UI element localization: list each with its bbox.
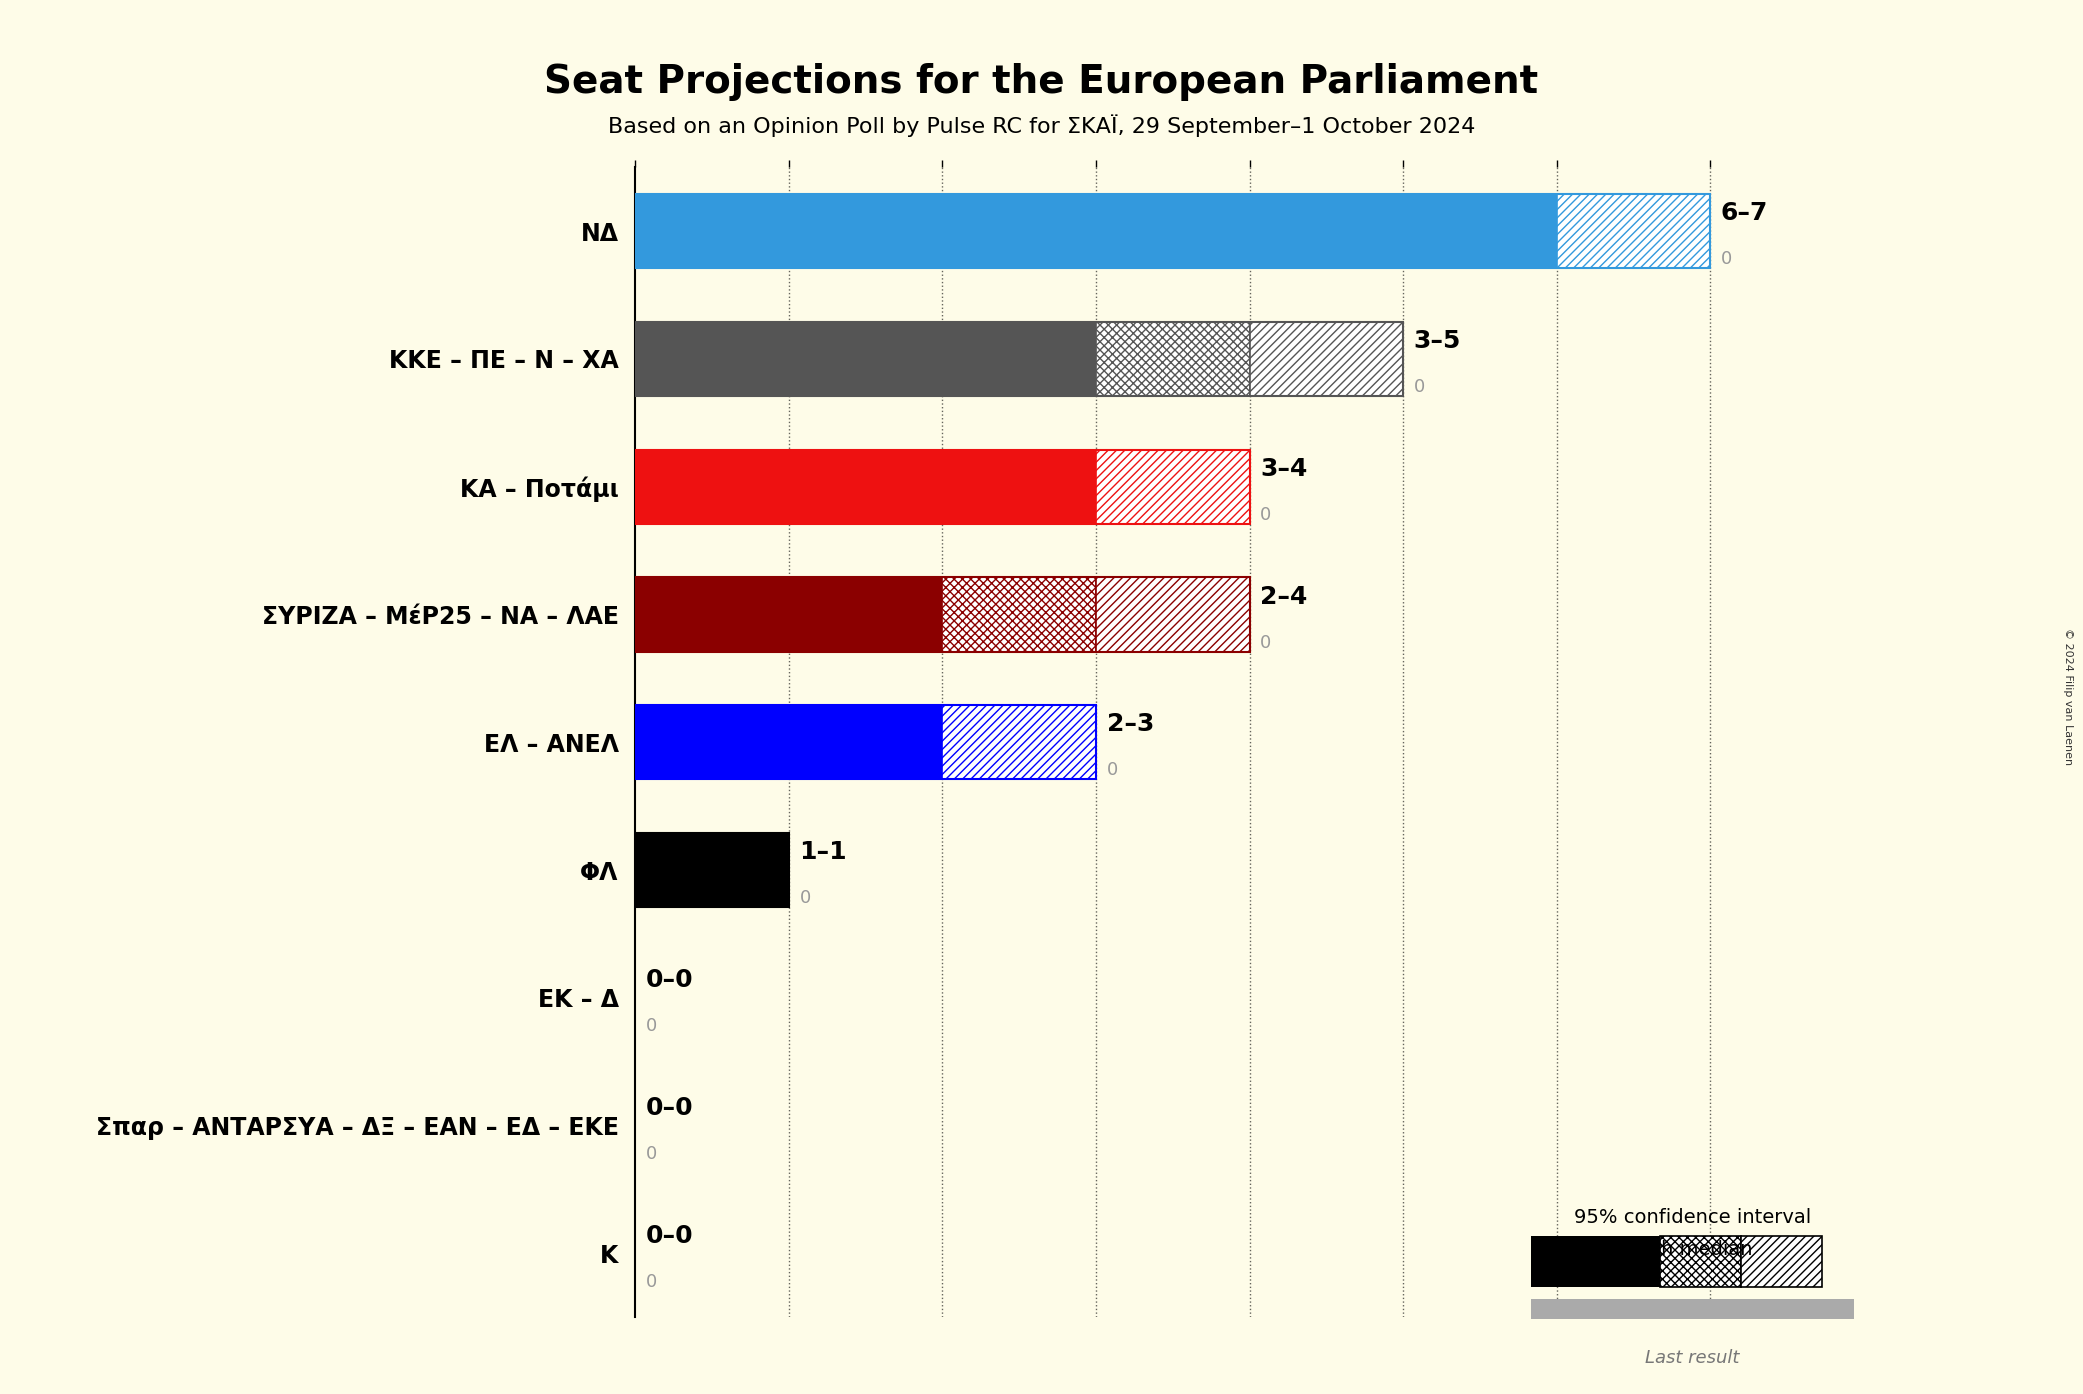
Bar xyxy=(635,705,942,779)
Bar xyxy=(635,450,1096,524)
Text: 0: 0 xyxy=(800,889,810,907)
Bar xyxy=(942,705,1096,779)
Text: 3–5: 3–5 xyxy=(1414,329,1460,353)
Text: 0: 0 xyxy=(646,1273,658,1291)
Text: 0: 0 xyxy=(1721,251,1733,268)
Text: 0: 0 xyxy=(1414,378,1425,396)
Text: 0: 0 xyxy=(646,1018,658,1034)
Text: 6–7: 6–7 xyxy=(1721,201,1768,226)
Text: © 2024 Filip van Laenen: © 2024 Filip van Laenen xyxy=(2062,629,2073,765)
Bar xyxy=(1556,194,1710,268)
Bar xyxy=(1096,322,1250,396)
Bar xyxy=(942,577,1096,651)
Text: with median: with median xyxy=(1633,1239,1752,1259)
Bar xyxy=(1250,322,1404,396)
Bar xyxy=(1660,1236,1741,1287)
Text: 2–4: 2–4 xyxy=(1260,584,1308,609)
Bar xyxy=(1741,1236,1821,1287)
Text: 0: 0 xyxy=(646,1144,658,1163)
Bar xyxy=(635,194,1556,268)
Text: 1–1: 1–1 xyxy=(800,841,848,864)
Bar xyxy=(1531,1236,1660,1287)
Bar xyxy=(1096,577,1250,651)
Text: 0–0: 0–0 xyxy=(646,1096,694,1119)
Bar xyxy=(1531,1299,1854,1319)
Bar xyxy=(1660,1236,1741,1287)
Text: 2–3: 2–3 xyxy=(1106,712,1154,736)
Bar xyxy=(635,834,789,907)
Text: 0: 0 xyxy=(1260,506,1271,524)
Bar xyxy=(942,577,1096,651)
Bar xyxy=(635,322,1096,396)
Bar xyxy=(1556,194,1710,268)
Bar xyxy=(1096,450,1250,524)
Bar xyxy=(1741,1236,1821,1287)
Text: 3–4: 3–4 xyxy=(1260,457,1308,481)
Bar xyxy=(1096,322,1250,396)
Text: Seat Projections for the European Parliament: Seat Projections for the European Parlia… xyxy=(544,63,1539,100)
Bar xyxy=(1096,577,1250,651)
Text: Based on an Opinion Poll by Pulse RC for ΣΚΑΪ, 29 September–1 October 2024: Based on an Opinion Poll by Pulse RC for… xyxy=(608,114,1475,137)
Bar xyxy=(635,577,942,651)
Bar xyxy=(1096,450,1250,524)
Text: 95% confidence interval: 95% confidence interval xyxy=(1575,1207,1810,1227)
Text: 0–0: 0–0 xyxy=(646,967,694,993)
Bar xyxy=(942,705,1096,779)
Text: Last result: Last result xyxy=(1646,1349,1739,1368)
Text: 0–0: 0–0 xyxy=(646,1224,694,1248)
Bar xyxy=(1250,322,1404,396)
Text: 0: 0 xyxy=(1260,634,1271,651)
Text: 0: 0 xyxy=(1106,761,1119,779)
